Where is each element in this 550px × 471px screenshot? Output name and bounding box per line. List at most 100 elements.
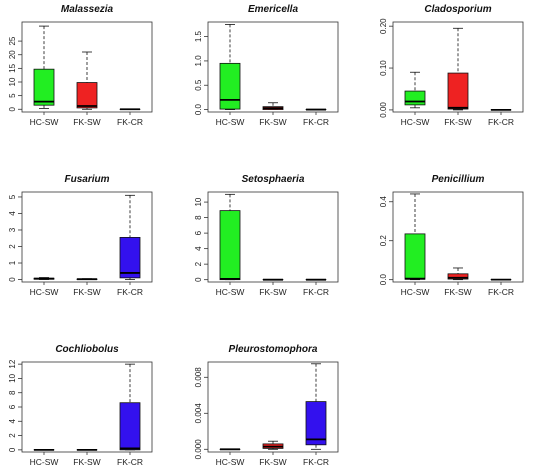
box-fk-sw bbox=[447, 27, 469, 111]
x-tick-label: HC-SW bbox=[30, 457, 59, 467]
y-tick-label: 1 bbox=[8, 260, 17, 265]
y-tick-label: 5 bbox=[8, 93, 17, 98]
panel-title: Cochliobolus bbox=[55, 344, 119, 355]
y-tick-label: 2 bbox=[8, 433, 17, 438]
y-tick-label: 0.4 bbox=[379, 196, 388, 208]
x-tick-label: FK-SW bbox=[444, 287, 471, 297]
box-fk-sw bbox=[76, 51, 98, 110]
y-tick-label: 15 bbox=[8, 63, 17, 72]
box-fk-cr bbox=[305, 363, 327, 450]
panel-title: Cladosporium bbox=[424, 4, 491, 15]
box-hc-sw bbox=[33, 277, 55, 280]
x-tick-label: FK-CR bbox=[488, 117, 514, 127]
y-tick-label: 0.000 bbox=[194, 439, 203, 460]
x-tick-label: FK-SW bbox=[259, 457, 286, 467]
x-tick-label: FK-CR bbox=[303, 457, 329, 467]
x-tick-label: HC-SW bbox=[30, 287, 59, 297]
panel-title: Fusarium bbox=[64, 174, 109, 185]
y-tick-label: 0.00 bbox=[379, 102, 388, 118]
x-tick-label: HC-SW bbox=[216, 457, 245, 467]
x-tick-label: FK-CR bbox=[117, 117, 143, 127]
y-tick-label: 4 bbox=[8, 419, 17, 424]
box-hc-sw bbox=[404, 71, 426, 109]
iqr-box bbox=[447, 273, 469, 280]
iqr-box bbox=[33, 68, 55, 106]
y-tick-label: 1.5 bbox=[194, 30, 203, 42]
x-tick-label: FK-SW bbox=[259, 117, 286, 127]
y-tick-label: 0 bbox=[8, 447, 17, 452]
panel-cochliobolus: Cochliobolus 0 2 4 6 8 10 12 HC-SW FK-SW FK-CR bbox=[8, 344, 153, 467]
iqr-box bbox=[404, 90, 426, 106]
box-fk-sw bbox=[76, 278, 98, 281]
y-tick-label: 0.10 bbox=[379, 60, 388, 76]
x-tick-label: FK-SW bbox=[73, 117, 100, 127]
y-tick-label: 6 bbox=[194, 230, 203, 235]
box-hc-sw bbox=[404, 193, 426, 281]
y-tick-label: 0 bbox=[194, 277, 203, 282]
iqr-box bbox=[119, 237, 141, 279]
x-tick-label: HC-SW bbox=[401, 287, 430, 297]
x-tick-label: FK-CR bbox=[488, 287, 514, 297]
box-fk-sw bbox=[262, 102, 284, 110]
iqr-box bbox=[219, 210, 241, 281]
box-fk-sw bbox=[447, 267, 469, 281]
panel-title: Setosphaeria bbox=[242, 174, 305, 185]
box-hc-sw bbox=[219, 24, 241, 110]
panel-title: Pleurostomophora bbox=[229, 344, 318, 355]
y-tick-label: 0.20 bbox=[379, 18, 388, 34]
panel-malassezia: Malassezia 0 5 10 15 20 25 HC-SW FK-SW FK-CR bbox=[8, 4, 153, 127]
y-tick-label: 10 bbox=[194, 197, 203, 206]
x-tick-label: HC-SW bbox=[216, 287, 245, 297]
y-tick-label: 10 bbox=[8, 77, 17, 86]
x-tick-label: FK-CR bbox=[303, 287, 329, 297]
iqr-box bbox=[305, 401, 327, 446]
y-tick-label: 0.0 bbox=[194, 103, 203, 115]
y-tick-label: 0.004 bbox=[194, 403, 203, 424]
box-hc-sw bbox=[33, 25, 55, 109]
panel-title: Emericella bbox=[248, 4, 298, 15]
y-tick-label: 6 bbox=[8, 404, 17, 409]
panel-title: Penicillium bbox=[432, 174, 485, 185]
x-tick-label: HC-SW bbox=[30, 117, 59, 127]
y-tick-label: 0.008 bbox=[194, 367, 203, 388]
x-tick-label: HC-SW bbox=[216, 117, 245, 127]
panel-emericella: Emericella 0.0 0.5 1.0 1.5 HC-SW FK-SW FK-CR bbox=[194, 4, 339, 127]
y-tick-label: 12 bbox=[8, 359, 17, 368]
y-tick-label: 2 bbox=[194, 261, 203, 266]
y-tick-label: 3 bbox=[8, 227, 17, 232]
y-tick-label: 2 bbox=[8, 244, 17, 249]
iqr-box bbox=[404, 233, 426, 280]
panel-pleurostomophora: Pleurostomophora 0.000 0.004 0.008 HC-SW FK-S… bbox=[194, 344, 339, 467]
panel-cladosporium: Cladosporium 0.00 0.10 0.20 HC-SW FK-SW FK-CR bbox=[379, 4, 524, 127]
x-tick-label: FK-CR bbox=[117, 457, 143, 467]
y-tick-label: 0.2 bbox=[379, 235, 388, 247]
box-fk-sw bbox=[262, 440, 284, 450]
y-tick-label: 8 bbox=[8, 390, 17, 395]
y-tick-label: 10 bbox=[8, 373, 17, 382]
iqr-box bbox=[76, 82, 98, 109]
x-tick-label: FK-CR bbox=[117, 287, 143, 297]
y-tick-label: 8 bbox=[194, 215, 203, 220]
x-tick-label: HC-SW bbox=[401, 117, 430, 127]
x-tick-label: FK-SW bbox=[73, 457, 100, 467]
y-tick-label: 0.0 bbox=[379, 274, 388, 286]
x-tick-label: FK-SW bbox=[259, 287, 286, 297]
x-tick-label: FK-CR bbox=[303, 117, 329, 127]
y-tick-label: 25 bbox=[8, 36, 17, 45]
panel-title: Malassezia bbox=[61, 4, 114, 15]
box-fk-cr bbox=[119, 363, 141, 451]
box-fk-cr bbox=[119, 194, 141, 280]
x-tick-label: FK-SW bbox=[444, 117, 471, 127]
y-tick-label: 1.0 bbox=[194, 55, 203, 67]
y-tick-label: 0 bbox=[8, 277, 17, 282]
y-tick-label: 0.5 bbox=[194, 79, 203, 91]
y-tick-label: 4 bbox=[8, 211, 17, 216]
x-tick-label: FK-SW bbox=[73, 287, 100, 297]
iqr-box bbox=[119, 402, 141, 451]
y-tick-label: 0 bbox=[8, 106, 17, 111]
panel-setosphaeria: Setosphaeria 0 2 4 6 8 10 HC-SW FK-SW FK-CR bbox=[194, 174, 339, 297]
iqr-box bbox=[219, 62, 241, 110]
box-hc-sw bbox=[219, 193, 241, 281]
y-tick-label: 4 bbox=[194, 246, 203, 251]
